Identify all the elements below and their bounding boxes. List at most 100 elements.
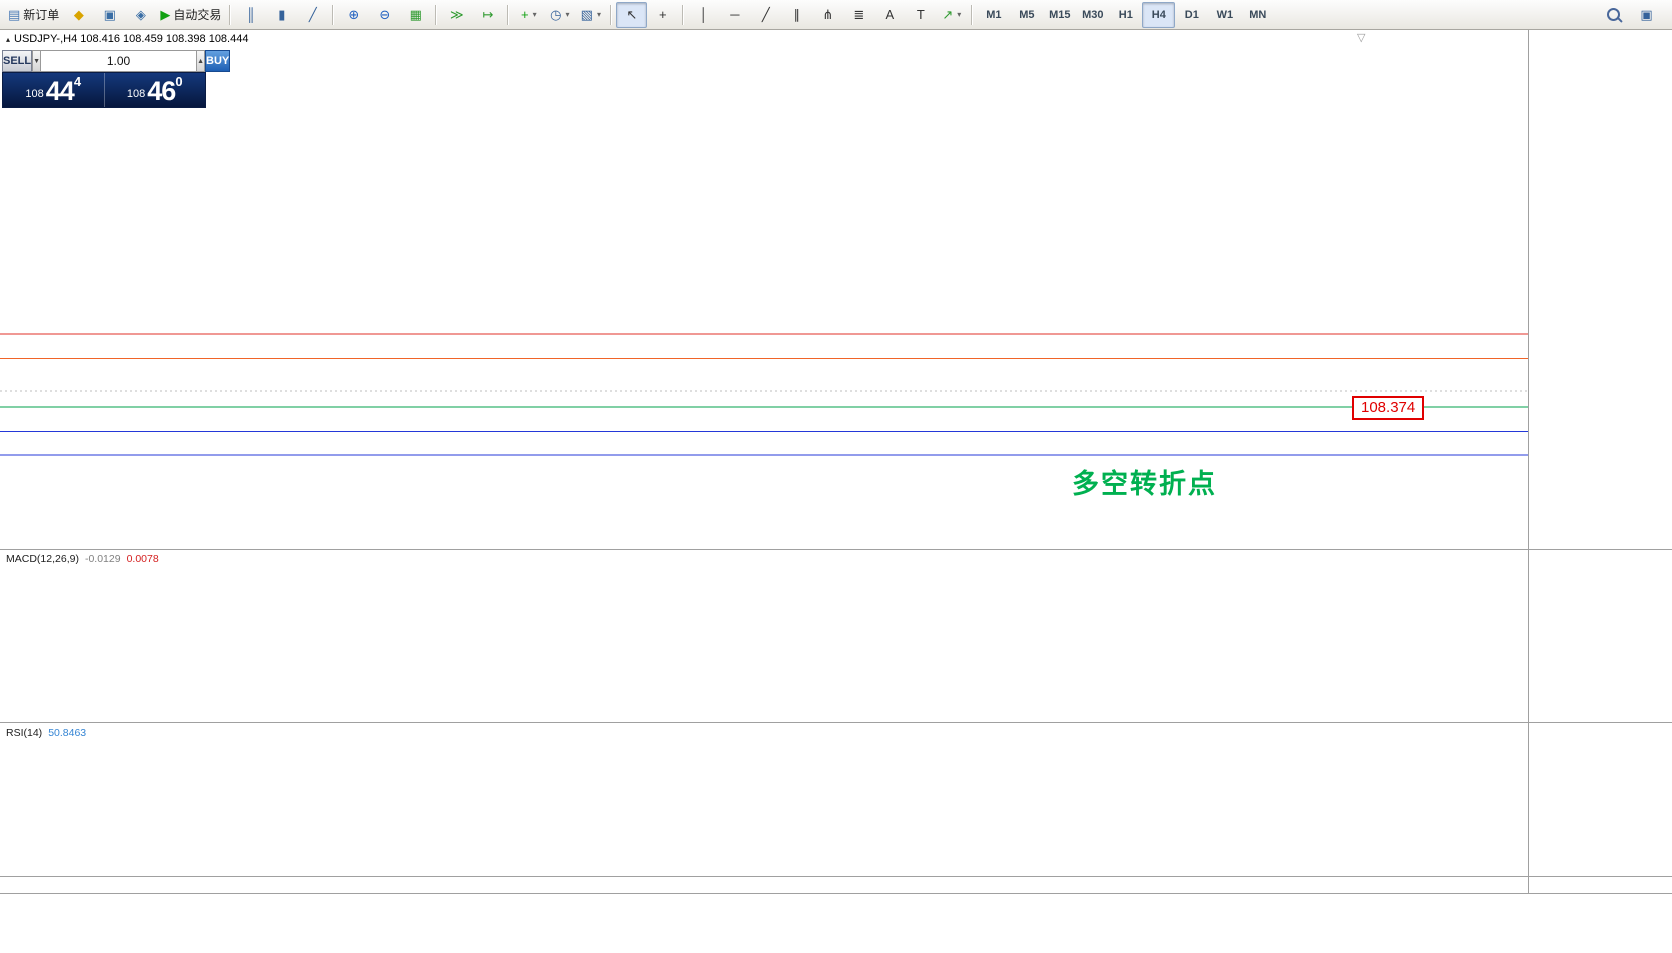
tf-m5-button[interactable]: M5	[1019, 8, 1035, 21]
macd-label: MACD(12,26,9) -0.0129 0.0078	[6, 553, 159, 565]
tf-w1-button[interactable]: W1	[1216, 8, 1234, 21]
macd-value: -0.0129	[84, 553, 121, 565]
periods-icon: ◷	[550, 7, 562, 22]
rsi-label: RSI(14) 50.8463	[6, 727, 86, 739]
buy-price-sup: 0	[175, 74, 183, 89]
navigator-icon: ◈	[135, 7, 146, 22]
metaeditor-button[interactable]: ◆	[63, 2, 94, 28]
data-window-button[interactable]: ▣	[1631, 2, 1662, 28]
zoom-out-icon: ⊖	[379, 7, 391, 22]
fibonacci-button[interactable]: ≣	[843, 2, 874, 28]
data-window-icon: ▣	[1640, 7, 1653, 22]
metaeditor-icon: ◆	[73, 7, 84, 22]
cursor-icon: ↖	[626, 7, 638, 22]
crosshair-icon: +	[659, 7, 667, 22]
new-order-button[interactable]: ▤ 新订单	[4, 2, 63, 28]
tf-h1-button[interactable]: H1	[1118, 8, 1133, 21]
scroll-to-end-marker[interactable]: ▽	[1357, 32, 1366, 44]
sell-price-head: 108	[25, 88, 44, 100]
new-order-button-label: 新订单	[23, 8, 60, 22]
toolbar-separator	[971, 4, 974, 25]
tf-m30-button[interactable]: M30	[1082, 8, 1104, 21]
volume-down-button[interactable]: ▼	[32, 50, 42, 72]
text-button[interactable]: A	[874, 2, 905, 28]
horizontal-line-button[interactable]: ─	[719, 2, 750, 28]
zoom-in-icon: ⊕	[348, 7, 360, 22]
tf-m15-button[interactable]: M15	[1049, 8, 1071, 21]
arrows-button[interactable]: ↗ ▾	[936, 2, 967, 28]
search-button[interactable]	[1598, 2, 1629, 28]
line-chart-button[interactable]: ╱	[297, 2, 328, 28]
bar-chart-icon: ║	[246, 7, 256, 22]
zoom-out-button[interactable]: ⊖	[369, 2, 400, 28]
channel-button[interactable]: ∥	[781, 2, 812, 28]
text-icon: A	[885, 7, 895, 22]
toolbar-separator	[507, 4, 510, 25]
fibonacci-icon: ≣	[853, 7, 865, 22]
zoom-in-button[interactable]: ⊕	[338, 2, 369, 28]
pitchfork-button[interactable]: ⋔	[812, 2, 843, 28]
autoscroll-icon: ≫	[450, 7, 464, 22]
periods-button[interactable]: ◷ ▾	[544, 2, 575, 28]
chart-shift-icon: ↦	[482, 7, 494, 22]
text-label-icon: T	[916, 7, 925, 22]
sell-price-big: 44	[45, 76, 75, 106]
tf-d1-button[interactable]: D1	[1184, 8, 1199, 21]
volume-input[interactable]	[41, 50, 197, 72]
trendline-button[interactable]: ╱	[750, 2, 781, 28]
macd-signal-value: 0.0078	[126, 553, 159, 565]
panel-frame	[0, 30, 1672, 894]
buy-price-head: 108	[126, 88, 146, 100]
autoscroll-button[interactable]: ≫	[441, 2, 472, 28]
chart-shift-button[interactable]: ↦	[472, 2, 503, 28]
cursor-button[interactable]: ↖	[616, 1, 648, 28]
candlestick-icon: ▮	[278, 7, 286, 22]
buy-button[interactable]: BUY	[205, 50, 231, 72]
bar-chart-button[interactable]: ║	[235, 2, 266, 28]
templates-button[interactable]: ▧ ▾	[575, 2, 606, 28]
main-price-panel[interactable]	[0, 333, 1528, 456]
navigator-button[interactable]: ◈	[125, 2, 156, 28]
tf-m1-button[interactable]: M1	[986, 8, 1002, 21]
sell-price-sup: 4	[73, 74, 82, 89]
indicators-button[interactable]: + ▾	[513, 2, 544, 28]
templates-icon: ▧	[580, 7, 593, 22]
tf-mn-button[interactable]: MN	[1249, 8, 1267, 21]
autotrading-button[interactable]: ▶ 自动交易	[156, 2, 225, 28]
new-order-icon: ▤	[8, 7, 21, 22]
toolbar-separator	[229, 4, 232, 25]
vertical-line-button[interactable]: │	[688, 2, 719, 28]
toolbar-groups: ▤ 新订单 ◆ ▣ ◈ ▶ 自动交易 ║ ▮ ╱ ⊕ ⊖ ▦ ≫ ↦ + ▾ ◷ ▾ ▧ ▾ ↖ + │ ─ ╱ ∥ ⋔ ≣ A T ↗ ▾ M1…	[4, 1, 1274, 28]
text-label-button[interactable]: T	[905, 2, 936, 28]
rsi-name: RSI(14)	[6, 727, 43, 739]
toolbar-separator	[610, 4, 613, 25]
collapse-arrow-icon[interactable]: ▴	[6, 34, 11, 44]
price-level-box[interactable]: 108.374	[1352, 396, 1425, 420]
toolbar: ▤ 新订单 ◆ ▣ ◈ ▶ 自动交易 ║ ▮ ╱ ⊕ ⊖ ▦ ≫ ↦ + ▾ ◷ ▾ ▧ ▾ ↖ + │ ─ ╱ ∥ ⋔ ≣ A T ↗ ▾ M1…	[0, 0, 1672, 30]
toolbar-separator	[435, 4, 438, 25]
grid-icon: ▦	[409, 7, 422, 22]
toolbar-separator	[332, 4, 335, 25]
channel-icon: ∥	[793, 7, 801, 22]
grid-button[interactable]: ▦	[400, 2, 431, 28]
volume-up-button[interactable]: ▲	[196, 50, 205, 72]
sell-button[interactable]: SELL	[2, 50, 33, 72]
sell-price[interactable]: 108 44 4	[3, 73, 105, 107]
buy-price[interactable]: 108 46 0	[105, 73, 206, 107]
crosshair-button[interactable]: +	[647, 2, 678, 28]
vertical-line-icon: │	[699, 7, 708, 22]
candlestick-button[interactable]: ▮	[266, 2, 297, 28]
indicators-icon: +	[521, 7, 529, 22]
chevron-down-icon: ▾	[596, 10, 601, 19]
terminal-button[interactable]: ▣	[94, 2, 125, 28]
one-click-trading-panel: SELL ▼ ▲ BUY 108 44 4 108 46 0	[2, 50, 231, 108]
autotrading-button-label: 自动交易	[173, 8, 222, 22]
chart-text-annotation[interactable]: 多空转折点	[1072, 469, 1217, 499]
tf-h4-button[interactable]: H4	[1142, 1, 1176, 28]
macd-name: MACD(12,26,9)	[6, 553, 79, 565]
line-chart-icon: ╱	[308, 7, 317, 22]
toolbar-right: ▣	[1598, 2, 1668, 28]
horizontal-line-icon: ─	[730, 7, 740, 22]
